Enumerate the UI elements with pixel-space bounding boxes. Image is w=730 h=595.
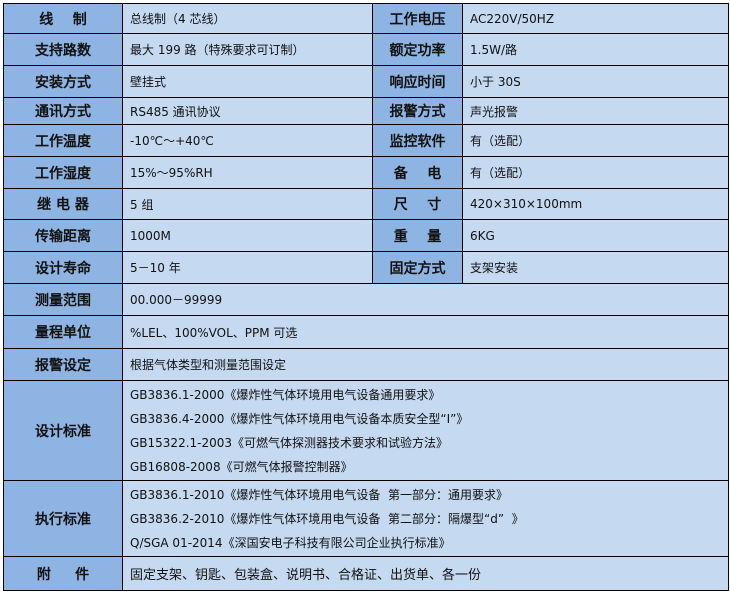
spec-label: 固定方式 [372, 251, 463, 284]
spec-value: -10℃～+40℃ [122, 124, 373, 157]
spec-value: 有（选配） [462, 156, 729, 189]
spec-value: 5 组 [122, 188, 373, 220]
spec-row: 量程单位 %LEL、100%VOL、PPM 可选 [3, 315, 729, 349]
standard-line: GB3836.4-2000《爆炸性气体环境用电气设备本质安全型“Ι”》 [130, 411, 469, 426]
spec-value: 壁挂式 [122, 65, 373, 98]
spec-row: 工作温度 -10℃～+40℃ 监控软件 有（选配） [3, 124, 729, 157]
spec-value: RS485 通讯协议 [122, 97, 373, 125]
spec-value: 15%～95%RH [122, 156, 373, 189]
spec-value: 固定支架、钥匙、包装盒、说明书、合格证、出货单、各一份 [122, 556, 729, 591]
spec-label: 额定功率 [372, 33, 463, 66]
spec-row: 支持路数 最大 199 路（特殊要求可订制） 额定功率 1.5W/路 [3, 33, 729, 66]
spec-value: %LEL、100%VOL、PPM 可选 [122, 315, 729, 349]
standard-line: GB15322.1-2003《可燃气体探测器技术要求和试验方法》 [130, 435, 449, 450]
spec-value: 根据气体类型和测量范围设定 [122, 348, 729, 381]
spec-label: 量程单位 [3, 315, 123, 349]
spec-row: 通讯方式 RS485 通讯协议 报警方式 声光报警 [3, 97, 729, 125]
spec-label: 监控软件 [372, 124, 463, 157]
spec-value: 声光报警 [462, 97, 729, 125]
standard-line: Q/SGA 01-2014《深国安电子科技有限公司企业执行标准》 [130, 535, 451, 550]
spec-label: 报警方式 [372, 97, 463, 125]
spec-row: 工作湿度 15%～95%RH 备 电 有（选配） [3, 156, 729, 189]
spec-value: 总线制（4 芯线） [122, 3, 373, 34]
spec-label: 工作电压 [372, 3, 463, 34]
spec-value: 支架安装 [462, 251, 729, 284]
spec-row: 线 制 总线制（4 芯线） 工作电压 AC220V/50HZ [3, 3, 729, 34]
standard-line: GB3836.2-2010《爆炸性气体环境用电气设备 第二部分：隔爆型“d” 》 [130, 511, 524, 526]
spec-label: 工作温度 [3, 124, 123, 157]
standards-list: GB3836.1-2010《爆炸性气体环境用电气设备 第一部分：通用要求》 GB3… [122, 480, 729, 557]
spec-label: 重 量 [372, 219, 463, 252]
spec-value: 5－10 年 [122, 251, 373, 284]
spec-label: 通讯方式 [3, 97, 123, 125]
spec-label: 响应时间 [372, 65, 463, 98]
spec-row: 安装方式 壁挂式 响应时间 小于 30S [3, 65, 729, 98]
spec-label: 设计寿命 [3, 251, 123, 284]
exec-standards-row: 执行标准 GB3836.1-2010《爆炸性气体环境用电气设备 第一部分：通用要… [3, 480, 729, 557]
spec-label: 继 电 器 [3, 188, 123, 220]
spec-value: AC220V/50HZ [462, 3, 729, 34]
spec-row: 报警设定 根据气体类型和测量范围设定 [3, 348, 729, 381]
spec-label: 支持路数 [3, 33, 123, 66]
spec-value: 1000M [122, 219, 373, 252]
spec-label: 安装方式 [3, 65, 123, 98]
spec-label: 尺 寸 [372, 188, 463, 220]
spec-label: 设计标准 [3, 380, 123, 481]
spec-row: 设计寿命 5－10 年 固定方式 支架安装 [3, 251, 729, 284]
spec-label: 线 制 [3, 3, 123, 34]
design-standards-row: 设计标准 GB3836.1-2000《爆炸性气体环境用电气设备通用要求》 GB38… [3, 380, 729, 481]
spec-table: 线 制 总线制（4 芯线） 工作电压 AC220V/50HZ 支持路数 最大 1… [3, 3, 729, 591]
spec-label: 测量范围 [3, 283, 123, 316]
spec-label: 附 件 [3, 556, 123, 591]
spec-row: 继 电 器 5 组 尺 寸 420×310×100mm [3, 188, 729, 220]
spec-value: 1.5W/路 [462, 33, 729, 66]
spec-value: 最大 199 路（特殊要求可订制） [122, 33, 373, 66]
standard-line: GB3836.1-2010《爆炸性气体环境用电气设备 第一部分：通用要求》 [130, 487, 509, 502]
attachments-row: 附 件 固定支架、钥匙、包装盒、说明书、合格证、出货单、各一份 [3, 556, 729, 591]
spec-label: 工作湿度 [3, 156, 123, 189]
spec-label: 备 电 [372, 156, 463, 189]
spec-value: 6KG [462, 219, 729, 252]
spec-row: 测量范围 00.000－99999 [3, 283, 729, 316]
spec-label: 传输距离 [3, 219, 123, 252]
standard-line: GB3836.1-2000《爆炸性气体环境用电气设备通用要求》 [130, 387, 441, 402]
spec-value: 小于 30S [462, 65, 729, 98]
spec-label: 报警设定 [3, 348, 123, 381]
spec-value: 420×310×100mm [462, 188, 729, 220]
standard-line: GB16808-2008《可燃气体报警控制器》 [130, 459, 353, 474]
standards-list: GB3836.1-2000《爆炸性气体环境用电气设备通用要求》 GB3836.4-… [122, 380, 729, 481]
spec-label: 执行标准 [3, 480, 123, 557]
spec-row: 传输距离 1000M 重 量 6KG [3, 219, 729, 252]
spec-value: 00.000－99999 [122, 283, 729, 316]
spec-value: 有（选配） [462, 124, 729, 157]
